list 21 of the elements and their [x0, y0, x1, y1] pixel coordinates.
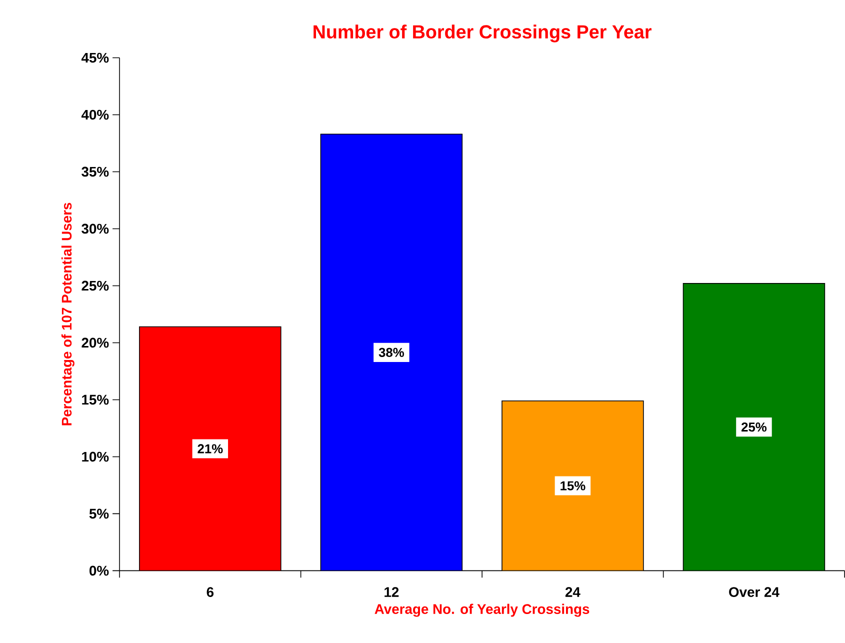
x-tick-label: 12 [384, 586, 399, 597]
x-tick-label: Over 24 [729, 586, 780, 597]
data-label: 21% [198, 444, 223, 454]
y-tick-label: 20% [82, 338, 109, 348]
data-label: 38% [378, 348, 404, 357]
y-tick-label: 30% [82, 224, 109, 234]
x-tick-label: 24 [565, 586, 580, 597]
y-tick-label: 25% [82, 280, 109, 290]
x-tick-label: 6 [206, 586, 214, 597]
y-tick-label: 10% [82, 452, 109, 462]
data-label: 15% [560, 481, 586, 490]
data-label: 25% [742, 422, 767, 432]
y-tick-label: 40% [81, 110, 109, 120]
y-tick-label: 35% [82, 166, 109, 176]
y-tick-label: 45% [81, 52, 109, 62]
y-axis-title: Percentage of 107 Potential Users [61, 202, 74, 426]
y-tick-label: 5% [89, 508, 109, 518]
x-axis-title: Average No. of Yearly Crossings [374, 604, 590, 617]
y-tick-label: 15% [82, 394, 109, 404]
y-tick-label: 0% [90, 566, 109, 576]
chart-title: Number of Border Crossings Per Year [314, 24, 652, 42]
